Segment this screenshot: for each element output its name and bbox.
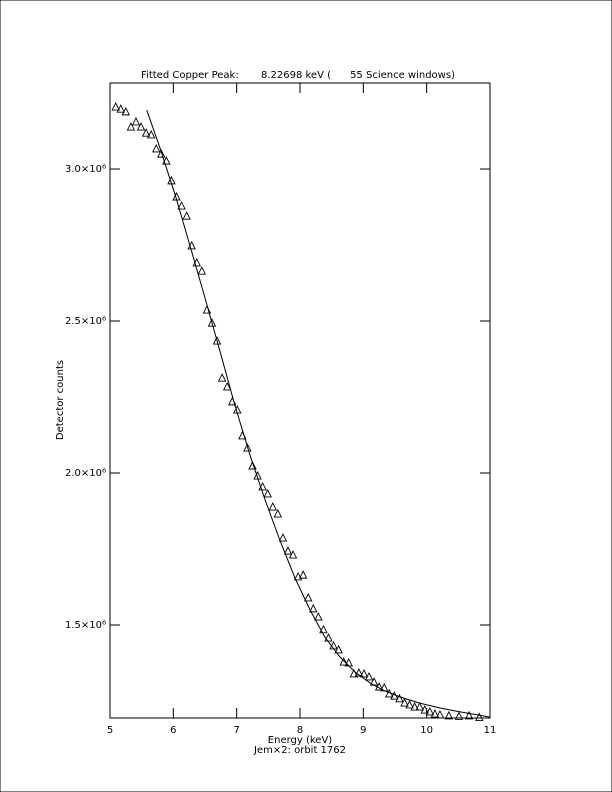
data-point [359,668,369,678]
data-point [248,460,257,470]
fit-line [146,109,491,718]
data-point [141,128,151,137]
data-point [339,657,348,666]
data-point [444,710,454,720]
data-point [278,533,288,542]
data-point [146,129,156,139]
data-point [364,671,374,681]
y-tick-label: 1.5×10⁶ [65,620,106,631]
data-point [197,266,207,275]
data-point [152,143,161,153]
y-tick-label: 3.0×10⁶ [65,164,106,175]
data-point [354,668,364,677]
chart-subtitle: Jem×2: orbit 1762 [253,745,346,756]
data-point [268,502,277,511]
x-tick-label: 11 [484,725,497,736]
x-tick-label: 10 [420,725,433,736]
data-point [400,698,409,707]
data-point [334,644,343,654]
data-point [222,381,232,391]
x-tick-label: 5 [107,725,113,736]
data-point [475,712,484,721]
data-point [182,211,191,220]
data-point [304,592,313,602]
data-point [425,706,435,716]
data-point [111,102,120,111]
data-point [288,550,298,559]
y-tick-label: 2.5×10⁶ [65,316,106,327]
data-point [283,546,293,555]
data-point [131,116,141,126]
data-point [263,488,272,498]
data-point [435,709,445,719]
x-tick-label: 6 [170,725,176,736]
data-point [212,336,222,345]
data-point [157,149,166,158]
data-point [273,509,283,518]
data-point [430,709,440,718]
data-point [207,318,217,327]
y-axis-label: Detector counts [55,360,66,440]
x-tick-label: 7 [233,725,239,736]
data-point [121,106,131,116]
data-point [162,156,171,165]
data-point [309,603,318,613]
data-point [395,693,404,703]
data-point [405,699,414,709]
data-point [420,705,429,714]
data-point [126,122,136,131]
data-point [314,612,323,621]
x-tick-label: 8 [297,725,303,736]
data-point [293,571,303,581]
data-point [116,104,125,113]
data-point [349,668,359,678]
x-tick-label: 9 [360,725,366,736]
y-tick-label: 2.0×10⁶ [65,468,106,479]
data-point [243,443,252,452]
data-point [217,373,227,382]
data-point [410,702,419,711]
data-point [136,122,146,131]
data-point [319,624,328,634]
data-point [415,702,424,711]
data-point [298,570,308,579]
data-point [454,711,464,720]
x-axis-label: Energy (keV) [268,735,333,746]
chart-title: Fitted Copper Peak: 8.22698 keV ( 55 Sci… [141,70,455,81]
data-point [464,710,474,720]
data-point [177,201,186,210]
